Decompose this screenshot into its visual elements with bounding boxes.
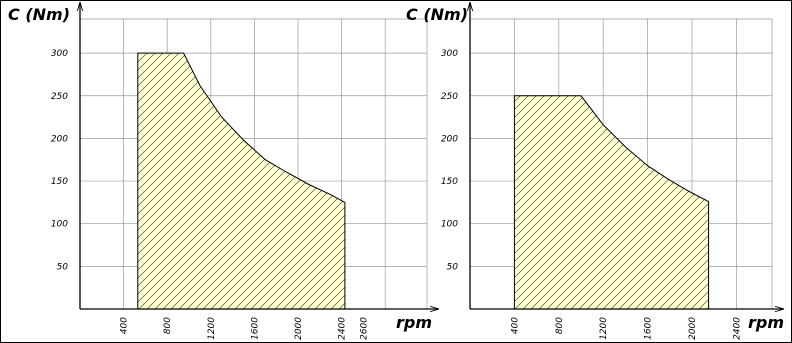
x-tick-label: 1200 xyxy=(207,317,217,340)
chart-right-x-ticks: 400 800 1200 1600 2000 2400 xyxy=(510,317,742,340)
operating-area xyxy=(513,95,710,310)
chart-left-axes xyxy=(80,3,438,309)
y-tick-label: 150 xyxy=(51,177,68,187)
y-tick-label: 300 xyxy=(51,49,68,59)
y-tick-label: 100 xyxy=(441,220,458,230)
x-tick-label: 800 xyxy=(163,317,173,334)
chart-right-axes xyxy=(470,3,783,309)
chart-left: 400 800 1200 1600 2000 2400 2600 50 100 150 200 25… xyxy=(8,3,438,340)
y-tick-label: 150 xyxy=(441,177,458,187)
chart-right-y-ticks: 50 100 150 200 250 300 xyxy=(441,49,458,272)
x-tick-label: 800 xyxy=(555,317,565,334)
x-tick-label: 1600 xyxy=(644,317,654,340)
chart-right-ylabel: C (Nm) xyxy=(406,5,468,24)
chart-left-x-ticks: 400 800 1200 1600 2000 2400 2600 xyxy=(120,317,370,340)
y-tick-label: 50 xyxy=(447,262,459,272)
x-tick-label: 400 xyxy=(510,317,520,334)
operating-area xyxy=(137,52,346,310)
chart-right-area xyxy=(513,95,710,310)
x-tick-label: 2400 xyxy=(338,317,348,340)
y-tick-label: 250 xyxy=(441,92,458,102)
chart-right-xlabel: rpm xyxy=(748,313,784,332)
x-tick-label: 2000 xyxy=(294,317,304,340)
y-tick-label: 200 xyxy=(51,134,68,144)
y-tick-label: 50 xyxy=(57,262,69,272)
x-tick-label: 400 xyxy=(120,317,130,334)
x-tick-label: 1600 xyxy=(250,317,260,340)
y-tick-label: 100 xyxy=(51,220,68,230)
y-tick-label: 300 xyxy=(441,49,458,59)
x-tick-label: 1200 xyxy=(599,317,609,340)
chart-left-y-ticks: 50 100 150 200 250 300 xyxy=(51,49,68,272)
y-tick-label: 200 xyxy=(441,134,458,144)
chart-left-xlabel: rpm xyxy=(396,313,432,332)
y-tick-label: 250 xyxy=(51,92,68,102)
chart-right: 400 800 1200 1600 2000 2400 50 100 150 200 250 300… xyxy=(406,3,784,340)
chart-left-area xyxy=(137,52,346,310)
x-tick-label: 2400 xyxy=(732,317,742,340)
chart-left-ylabel: C (Nm) xyxy=(8,5,70,24)
x-tick-label: 2600 xyxy=(359,317,369,340)
x-tick-label: 2000 xyxy=(688,317,698,340)
